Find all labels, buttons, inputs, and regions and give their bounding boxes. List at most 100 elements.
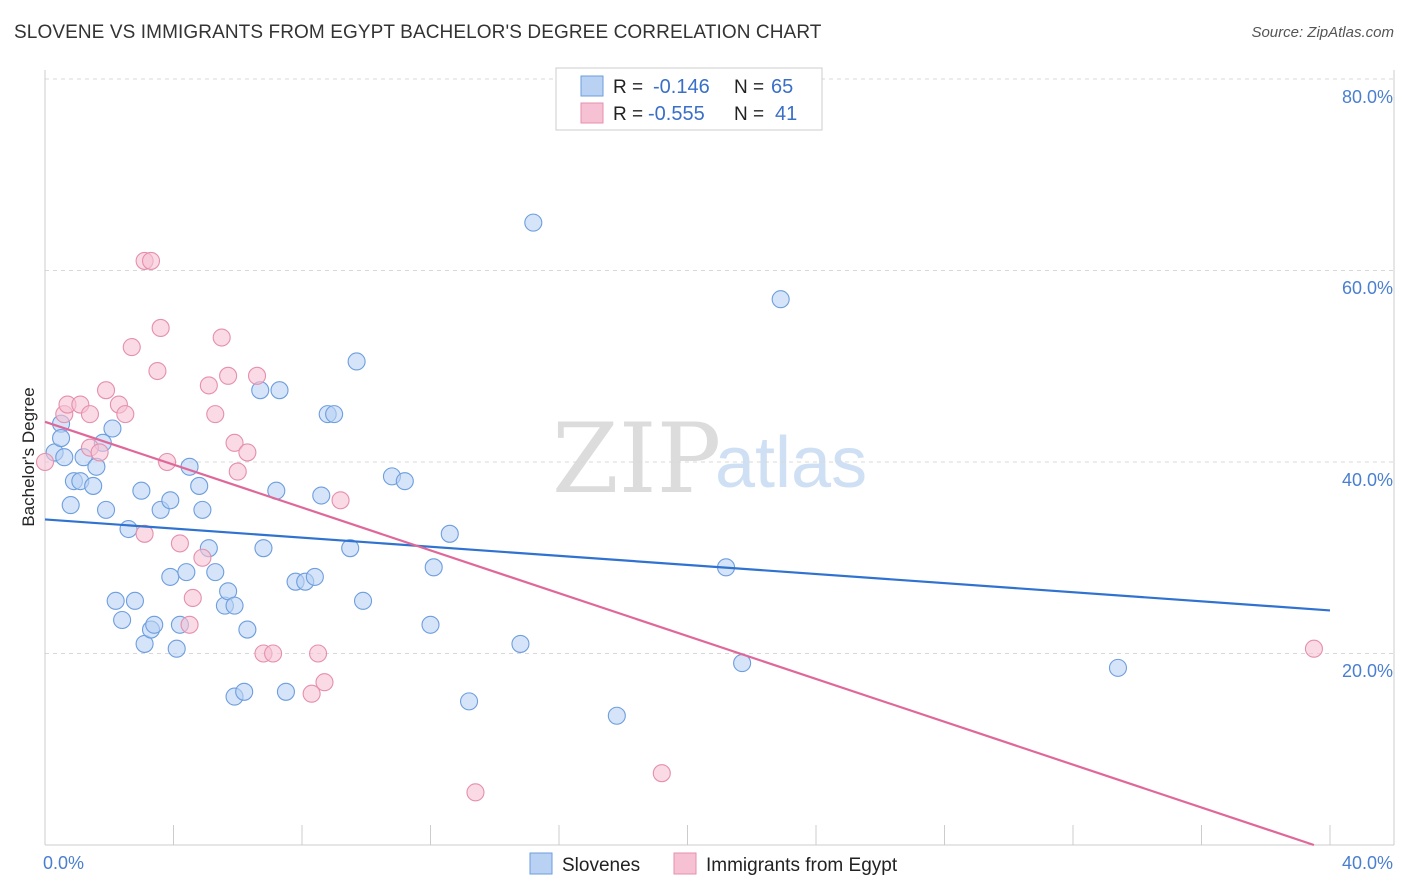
chart-title: SLOVENE VS IMMIGRANTS FROM EGYPT BACHELO…	[14, 22, 822, 43]
point-slovenes-51	[353, 591, 373, 610]
point-slovenes-23	[161, 567, 180, 586]
point-slovenes-12	[103, 419, 122, 438]
y-tick-label-20: 20.0%	[1342, 661, 1393, 681]
bottom-legend: Slovenes Immigrants from Egypt	[529, 852, 898, 876]
point-egypt-10	[122, 338, 141, 357]
point-egypt-18	[180, 615, 199, 634]
point-egypt-4	[80, 405, 100, 424]
x-ticks	[44, 70, 1395, 845]
point-slovenes-50	[347, 352, 366, 371]
legend-r-label-2: R =	[613, 104, 643, 125]
legend-r-value-2: -0.555	[648, 103, 705, 125]
point-slovenes-8	[84, 476, 103, 495]
series-slovenes-points	[45, 213, 1128, 725]
point-slovenes-46	[312, 486, 331, 505]
point-slovenes-10	[96, 500, 116, 519]
series-egypt-points	[35, 251, 1323, 802]
point-slovenes-3	[55, 448, 74, 467]
x-tick-label-max: 40.0%	[1342, 853, 1393, 873]
point-slovenes-2	[52, 429, 71, 448]
point-egypt-33	[315, 673, 334, 692]
point-slovenes-16	[125, 591, 144, 610]
point-slovenes-13	[106, 591, 125, 610]
point-slovenes-37	[238, 620, 257, 639]
point-slovenes-26	[177, 563, 196, 582]
point-egypt-23	[212, 328, 231, 347]
bottom-legend-swatch-egypt	[673, 852, 697, 875]
point-slovenes-34	[225, 596, 244, 615]
trend-line-slovenes	[44, 518, 1331, 612]
point-slovenes-49	[341, 539, 360, 558]
point-slovenes-41	[270, 381, 289, 400]
point-slovenes-17	[132, 481, 151, 500]
point-slovenes-63	[771, 290, 790, 309]
point-egypt-27	[238, 443, 257, 462]
bottom-legend-label-slovenes: Slovenes	[562, 855, 640, 876]
point-slovenes-42	[276, 682, 295, 701]
point-slovenes-64	[1108, 658, 1128, 677]
watermark-zip: ZIP	[552, 403, 721, 515]
point-egypt-9	[116, 405, 135, 424]
point-egypt-20	[193, 548, 212, 567]
legend-n-label-2: N =	[734, 104, 764, 125]
point-slovenes-20	[145, 615, 164, 634]
legend-r-label-1: R =	[613, 77, 643, 98]
point-egypt-26	[228, 462, 247, 481]
legend-n-value-1: 65	[771, 76, 793, 98]
point-egypt-30	[264, 644, 283, 663]
point-egypt-25	[225, 433, 244, 452]
point-egypt-13	[135, 524, 154, 543]
watermark-atlas: atlas	[715, 423, 867, 503]
point-egypt-7	[96, 381, 116, 400]
point-egypt-14	[148, 361, 167, 381]
point-slovenes-58	[511, 634, 530, 653]
point-egypt-36	[652, 764, 671, 783]
legend-n-value-2: 41	[775, 103, 797, 125]
point-slovenes-28	[190, 476, 209, 495]
source-credit: Source: ZipAtlas.com	[1251, 24, 1394, 41]
point-slovenes-29	[193, 500, 212, 519]
bottom-legend-swatch-slovenes	[529, 852, 553, 875]
point-egypt-35	[466, 783, 485, 802]
point-egypt-12	[141, 251, 161, 270]
point-slovenes-36	[235, 682, 254, 701]
trend-line-egypt	[44, 420, 1315, 847]
y-tick-label-40: 40.0%	[1342, 470, 1393, 490]
point-slovenes-31	[206, 563, 225, 582]
y-tick-label-60: 60.0%	[1342, 278, 1393, 298]
point-slovenes-15	[119, 519, 138, 539]
point-slovenes-53	[395, 472, 414, 491]
legend-swatch-slovenes	[580, 75, 604, 97]
point-slovenes-54	[421, 615, 440, 634]
point-slovenes-56	[440, 524, 459, 543]
point-slovenes-14	[113, 610, 132, 630]
point-egypt-37	[1304, 639, 1323, 658]
point-egypt-31	[302, 684, 321, 703]
point-egypt-34	[331, 491, 350, 510]
point-slovenes-48	[325, 405, 344, 424]
point-slovenes-39	[254, 539, 273, 558]
x-tick-label-min: 0.0%	[43, 853, 84, 873]
legend-box: R = -0.146 N = 65 R = -0.555 N = 41	[555, 67, 823, 131]
point-egypt-24	[219, 366, 238, 385]
legend-r-value-1: -0.146	[653, 76, 710, 98]
point-slovenes-55	[424, 558, 443, 577]
point-egypt-0	[35, 452, 55, 472]
y-axis-title: Bachelor's Degree	[19, 387, 38, 526]
point-slovenes-4	[61, 496, 80, 515]
point-egypt-21	[199, 376, 218, 395]
point-slovenes-24	[167, 639, 186, 658]
y-tick-labels: 20.0% 40.0% 60.0% 80.0%	[1342, 87, 1393, 681]
point-egypt-28	[247, 366, 267, 385]
point-slovenes-59	[524, 213, 543, 232]
legend-swatch-egypt	[580, 102, 604, 124]
point-slovenes-22	[161, 491, 180, 510]
point-slovenes-45	[305, 567, 324, 586]
y-tick-label-80: 80.0%	[1342, 87, 1393, 107]
point-slovenes-60	[607, 706, 626, 725]
trend-lines	[44, 420, 1331, 847]
bottom-legend-label-egypt: Immigrants from Egypt	[706, 855, 898, 876]
point-egypt-22	[206, 405, 225, 424]
point-egypt-6	[90, 443, 109, 462]
